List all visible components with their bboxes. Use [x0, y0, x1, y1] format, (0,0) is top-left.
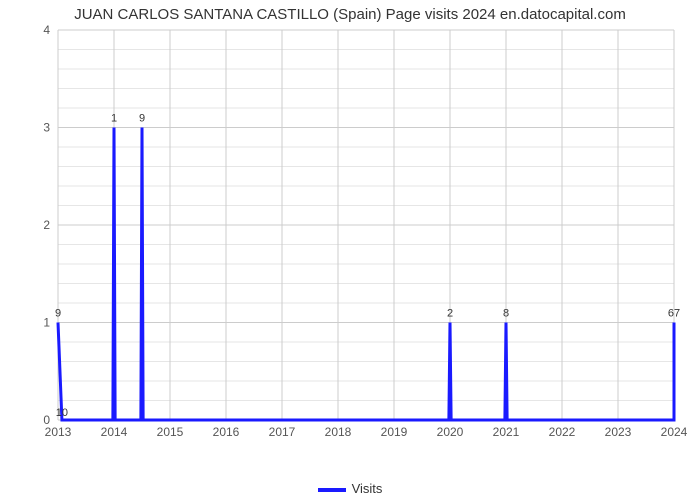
chart-title: JUAN CARLOS SANTANA CASTILLO (Spain) Pag…: [0, 0, 700, 23]
svg-text:2023: 2023: [605, 425, 632, 439]
legend-label: Visits: [352, 481, 383, 496]
svg-text:2021: 2021: [493, 425, 520, 439]
svg-text:3: 3: [43, 121, 50, 135]
point-label: 1: [111, 113, 117, 125]
point-label: 67: [668, 308, 680, 320]
legend: Visits: [0, 481, 700, 496]
svg-text:2024: 2024: [661, 425, 688, 439]
svg-text:2017: 2017: [269, 425, 296, 439]
svg-text:1: 1: [43, 316, 50, 330]
point-label: 8: [503, 308, 509, 320]
point-label: 9: [139, 113, 145, 125]
svg-text:2016: 2016: [213, 425, 240, 439]
svg-text:2015: 2015: [157, 425, 184, 439]
point-label: 9: [55, 308, 61, 320]
point-label: 2: [447, 308, 453, 320]
svg-text:2013: 2013: [45, 425, 72, 439]
svg-text:2022: 2022: [549, 425, 576, 439]
point-label: 10: [56, 407, 68, 419]
svg-text:2018: 2018: [325, 425, 352, 439]
svg-text:2019: 2019: [381, 425, 408, 439]
svg-text:2: 2: [43, 218, 50, 232]
chart-container: JUAN CARLOS SANTANA CASTILLO (Spain) Pag…: [0, 0, 700, 500]
svg-text:2014: 2014: [101, 425, 128, 439]
legend-swatch: [318, 488, 346, 492]
svg-text:2020: 2020: [437, 425, 464, 439]
svg-text:4: 4: [43, 23, 50, 37]
plot-svg: 01234 2013201420152016201720182019202020…: [58, 30, 674, 440]
series-line: [58, 128, 674, 421]
